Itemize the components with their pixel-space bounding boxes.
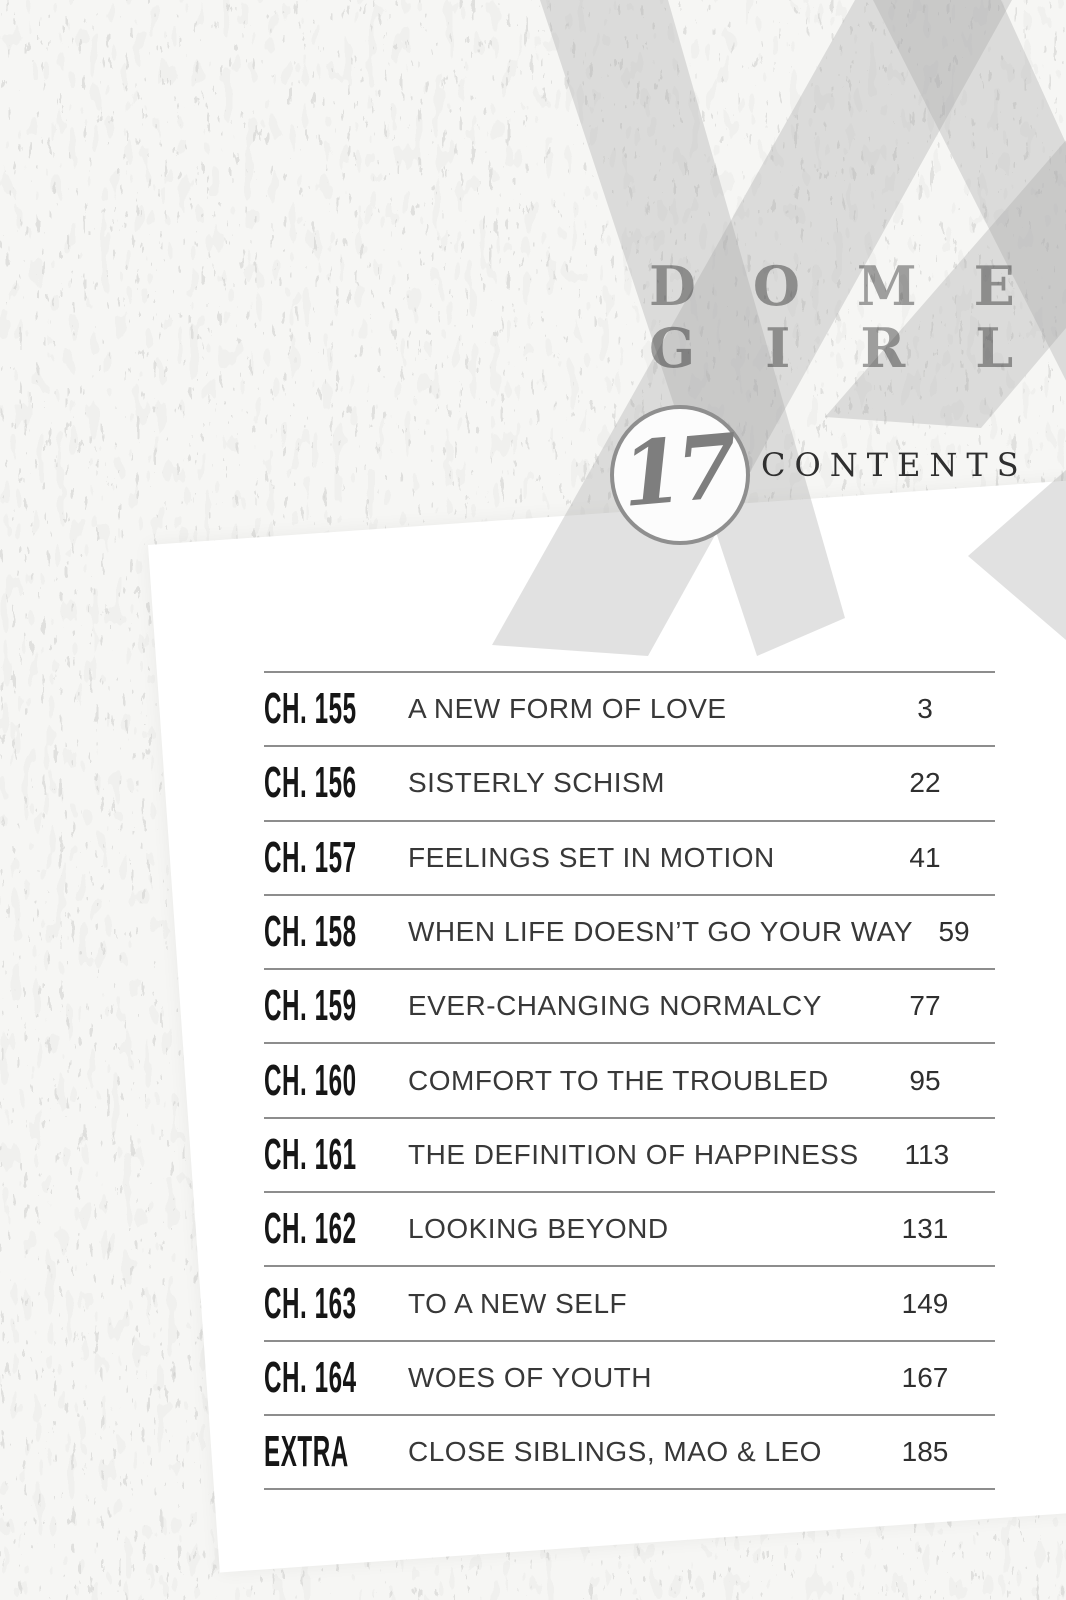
toc-row: CH. 156 SISTERLY SCHISM 22: [264, 747, 995, 822]
volume-number: 17: [617, 413, 737, 527]
chapter-label: CH. 164: [264, 1352, 357, 1402]
toc-row: CH. 158 WHEN LIFE DOESN’T GO YOUR WAY 59: [264, 896, 995, 971]
chapter-label: CH. 157: [264, 832, 357, 882]
contents-heading: CONTENTS: [761, 446, 1028, 484]
chapter-label: CH. 159: [264, 981, 357, 1031]
chapter-label: EXTRA: [264, 1427, 349, 1477]
chapter-title: EVER-CHANGING NORMALCY: [408, 990, 822, 1022]
toc-row: CH. 162 LOOKING BEYOND 131: [264, 1193, 995, 1268]
page-number: 77: [909, 990, 941, 1022]
page-number: 113: [904, 1138, 950, 1170]
toc-row: CH. 164 WOES OF YOUTH 167: [264, 1342, 995, 1416]
toc-row: CH. 157 FEELINGS SET IN MOTION 41: [264, 822, 995, 896]
chapter-title: WHEN LIFE DOESN’T GO YOUR WAY: [408, 916, 914, 948]
chapter-label: CH. 156: [264, 758, 357, 808]
toc-row: CH. 155 A NEW FORM OF LOVE 3: [264, 673, 995, 748]
page-number: 131: [901, 1213, 949, 1245]
toc-row: EXTRA CLOSE SIBLINGS, MAO & LEO 185: [264, 1416, 995, 1491]
chapter-label: CH. 161: [264, 1129, 357, 1179]
toc-row: CH. 163 TO A NEW SELF 149: [264, 1267, 995, 1342]
chapter-title: CLOSE SIBLINGS, MAO & LEO: [408, 1436, 822, 1468]
page-number: 3: [917, 693, 933, 725]
page-number: 185: [901, 1436, 949, 1468]
page-number: 149: [901, 1287, 949, 1319]
chapter-label: CH. 155: [264, 684, 357, 734]
chapter-title: A NEW FORM OF LOVE: [408, 693, 727, 725]
page-number: 95: [909, 1064, 941, 1096]
toc-row: CH. 159 EVER-CHANGING NORMALCY 77: [264, 970, 995, 1045]
series-title-line2: GIRL: [649, 316, 1066, 380]
chapter-title: THE DEFINITION OF HAPPINESS: [408, 1138, 859, 1170]
chapter-title: COMFORT TO THE TROUBLED: [408, 1064, 829, 1096]
toc-row: CH. 161 THE DEFINITION OF HAPPINESS 113: [264, 1119, 995, 1194]
chapter-label: CH. 160: [264, 1055, 357, 1105]
chapter-label: CH. 162: [264, 1204, 357, 1254]
page-number: 22: [909, 767, 941, 799]
chapter-title: WOES OF YOUTH: [408, 1361, 652, 1393]
volume-badge: 17: [610, 405, 750, 545]
series-title-line1: DOME: [649, 254, 1066, 318]
chapter-label: CH. 163: [264, 1278, 357, 1328]
chapter-title: LOOKING BEYOND: [408, 1213, 669, 1245]
toc-table: CH. 155 A NEW FORM OF LOVE 3 CH. 156 SIS…: [264, 671, 995, 1491]
page-number: 167: [901, 1361, 949, 1393]
chapter-title: FEELINGS SET IN MOTION: [408, 841, 775, 873]
chapter-title: TO A NEW SELF: [408, 1287, 628, 1319]
toc-row: CH. 160 COMFORT TO THE TROUBLED 95: [264, 1044, 995, 1119]
chapter-label: CH. 158: [264, 907, 357, 957]
chapter-title: SISTERLY SCHISM: [408, 767, 665, 799]
page-number: 59: [938, 916, 970, 948]
page-number: 41: [909, 841, 941, 873]
